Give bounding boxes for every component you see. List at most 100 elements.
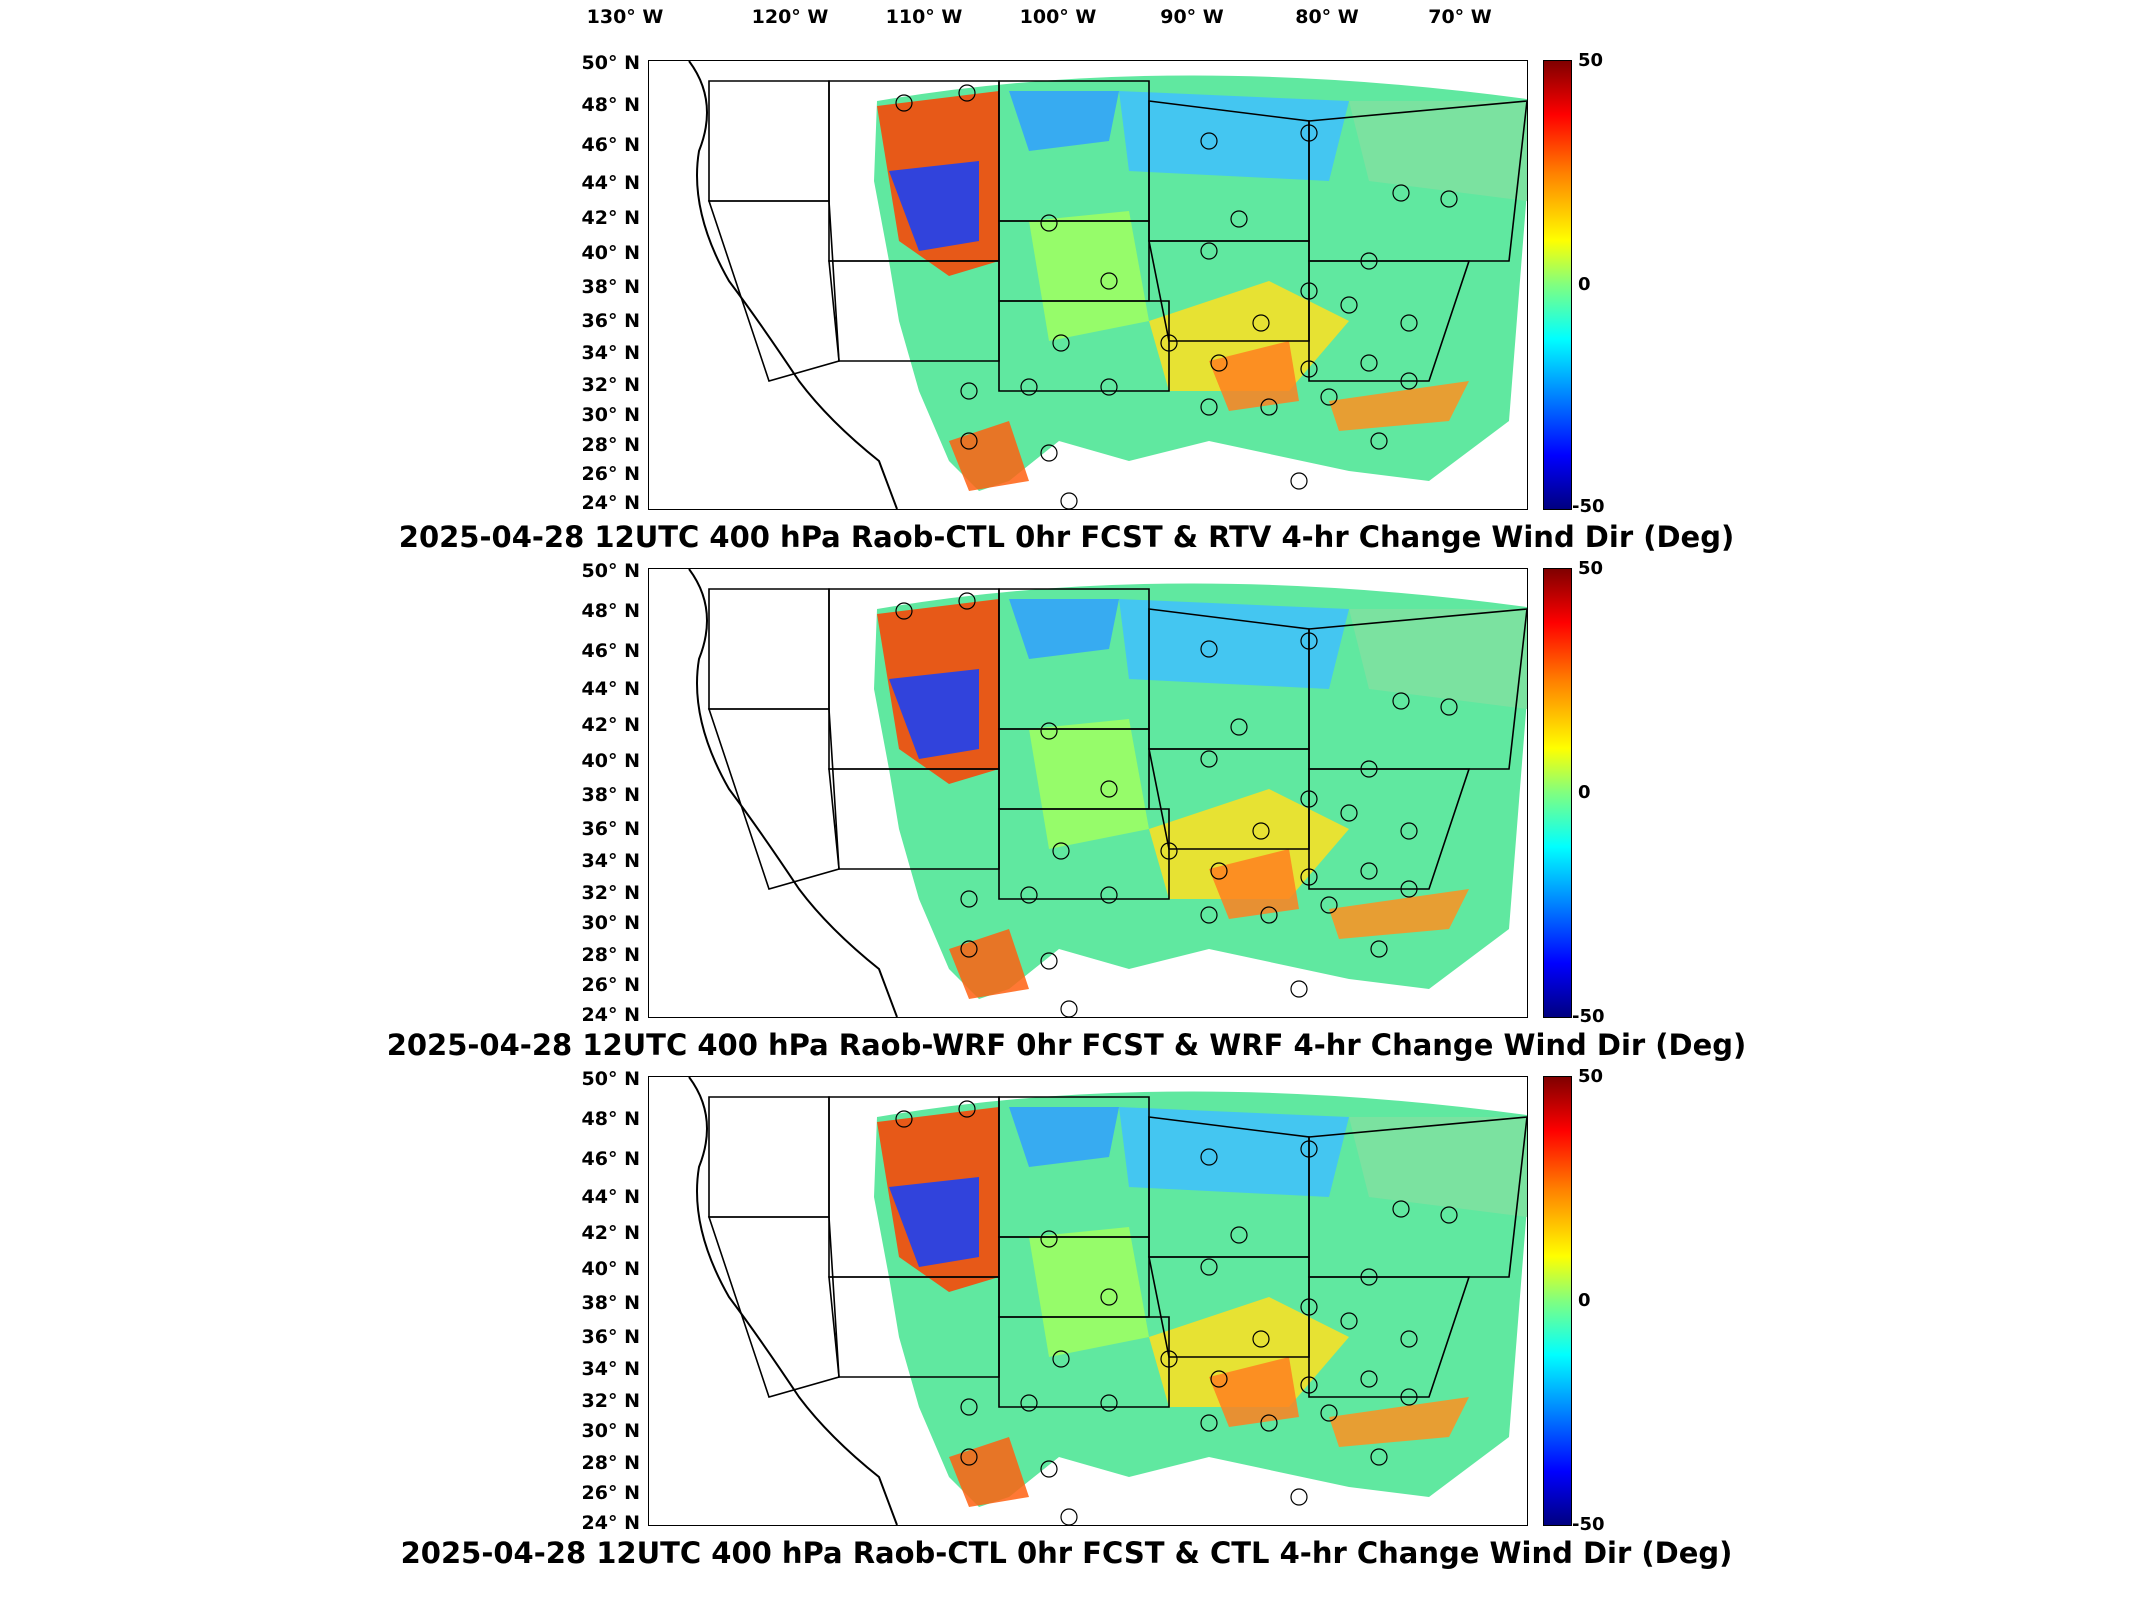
raob-station-marker (895, 94, 913, 112)
lat-tick-label: 38° N (581, 784, 640, 806)
raob-station-marker (1160, 1350, 1178, 1368)
lon-tick-label: 70° W (1428, 6, 1492, 28)
raob-station-marker (1200, 750, 1218, 768)
raob-station-marker (1020, 378, 1038, 396)
raob-station-marker (1052, 1350, 1070, 1368)
lat-tick-label: 42° N (581, 207, 640, 229)
map-frame (648, 1076, 1528, 1526)
raob-station-marker (1392, 184, 1410, 202)
lon-tick-label: 90° W (1160, 6, 1224, 28)
raob-station-marker (1290, 980, 1308, 998)
lat-tick-label: 50° N (581, 52, 640, 74)
lat-tick-label: 48° N (581, 600, 640, 622)
lat-tick-label: 34° N (581, 850, 640, 872)
field-anomaly-region (1029, 211, 1149, 341)
field-anomaly-region (889, 669, 979, 759)
lat-tick-label: 40° N (581, 1258, 640, 1280)
raob-station-marker (1020, 886, 1038, 904)
lat-tick-label: 32° N (581, 882, 640, 904)
state-boundary (998, 1316, 1170, 1408)
raob-station-marker (1300, 282, 1318, 300)
map-plot (688, 61, 1527, 509)
lon-tick-label: 100° W (1019, 6, 1097, 28)
lat-tick-label: 38° N (581, 276, 640, 298)
raob-station-marker (960, 940, 978, 958)
raob-station-marker (1020, 1394, 1038, 1412)
raob-station-marker (1252, 822, 1270, 840)
raob-station-marker (1200, 1414, 1218, 1432)
raob-station-marker (1210, 1370, 1228, 1388)
raob-station-marker (1400, 1388, 1418, 1406)
raob-station-marker (1300, 1376, 1318, 1394)
raob-station-marker (960, 1398, 978, 1416)
chart-title: 2025-04-28 12UTC 400 hPa Raob-CTL 0hr FC… (398, 520, 1735, 554)
lat-tick-label: 42° N (581, 714, 640, 736)
field-anomaly-region (1149, 1297, 1349, 1407)
lat-tick-label: 32° N (581, 374, 640, 396)
lat-tick-label: 46° N (581, 1148, 640, 1170)
raob-station-marker (1360, 1268, 1378, 1286)
raob-station-marker (1060, 1508, 1078, 1525)
colorbar-max-label: 50 (1578, 1066, 1604, 1087)
raob-station-marker (1040, 444, 1058, 462)
raob-station-marker (1160, 842, 1178, 860)
raob-station-marker (1340, 1312, 1358, 1330)
raob-station-marker (1210, 354, 1228, 372)
raob-station-marker (1260, 1414, 1278, 1432)
state-boundary (1308, 1116, 1527, 1278)
coastline (688, 569, 898, 1017)
raob-station-marker (1320, 1404, 1338, 1422)
raob-station-marker (1100, 886, 1118, 904)
colorbar-min-label: -50 (1572, 1514, 1605, 1535)
colorbar-mid-label: 0 (1578, 1290, 1591, 1311)
field-anomaly-region (1009, 91, 1119, 151)
raob-station-marker (895, 1110, 913, 1128)
raob-station-marker (1340, 804, 1358, 822)
raob-station-marker (1370, 1448, 1388, 1466)
raob-station-marker (1300, 360, 1318, 378)
lat-tick-label: 24° N (581, 1512, 640, 1534)
lat-tick-label: 48° N (581, 1108, 640, 1130)
lat-tick-label: 24° N (581, 1004, 640, 1026)
lat-tick-label: 26° N (581, 463, 640, 485)
field-anomaly-region (1329, 889, 1469, 939)
field-anomaly-region (1209, 849, 1299, 919)
field-anomaly-region (949, 421, 1029, 491)
lat-tick-label: 40° N (581, 750, 640, 772)
state-boundary (998, 300, 1170, 392)
field-anomaly-region (889, 1177, 979, 1267)
raob-station-marker (1440, 698, 1458, 716)
colorbar-min-label: -50 (1572, 1006, 1605, 1027)
raob-station-marker (1040, 1230, 1058, 1248)
chart-title: 2025-04-28 12UTC 400 hPa Raob-CTL 0hr FC… (400, 1536, 1733, 1570)
lon-tick-label: 80° W (1295, 6, 1359, 28)
map-frame (648, 60, 1528, 510)
raob-station-marker (895, 602, 913, 620)
raob-station-marker (1300, 868, 1318, 886)
field-anomaly-region (889, 161, 979, 251)
lat-tick-label: 46° N (581, 134, 640, 156)
raob-station-marker (1320, 388, 1338, 406)
colorbar-min-label: -50 (1572, 496, 1605, 517)
raob-station-marker (1400, 372, 1418, 390)
lon-tick-label: 110° W (885, 6, 963, 28)
lat-tick-label: 44° N (581, 172, 640, 194)
lat-tick-label: 36° N (581, 818, 640, 840)
colorbar-mid-label: 0 (1578, 274, 1591, 295)
colorbar-mid-label: 0 (1578, 782, 1591, 803)
raob-station-marker (1040, 952, 1058, 970)
raob-station-marker (1230, 1226, 1248, 1244)
raob-station-marker (1060, 1000, 1078, 1017)
raob-station-marker (1300, 124, 1318, 142)
raob-station-marker (1200, 1148, 1218, 1166)
raob-station-marker (1060, 492, 1078, 509)
coastline (688, 61, 898, 509)
colorbar-max-label: 50 (1578, 50, 1604, 71)
raob-station-marker (1400, 1330, 1418, 1348)
lat-tick-label: 36° N (581, 310, 640, 332)
raob-station-marker (1300, 790, 1318, 808)
raob-station-marker (1300, 632, 1318, 650)
raob-station-marker (1100, 378, 1118, 396)
lat-tick-label: 34° N (581, 342, 640, 364)
colorbar (1543, 1076, 1572, 1526)
